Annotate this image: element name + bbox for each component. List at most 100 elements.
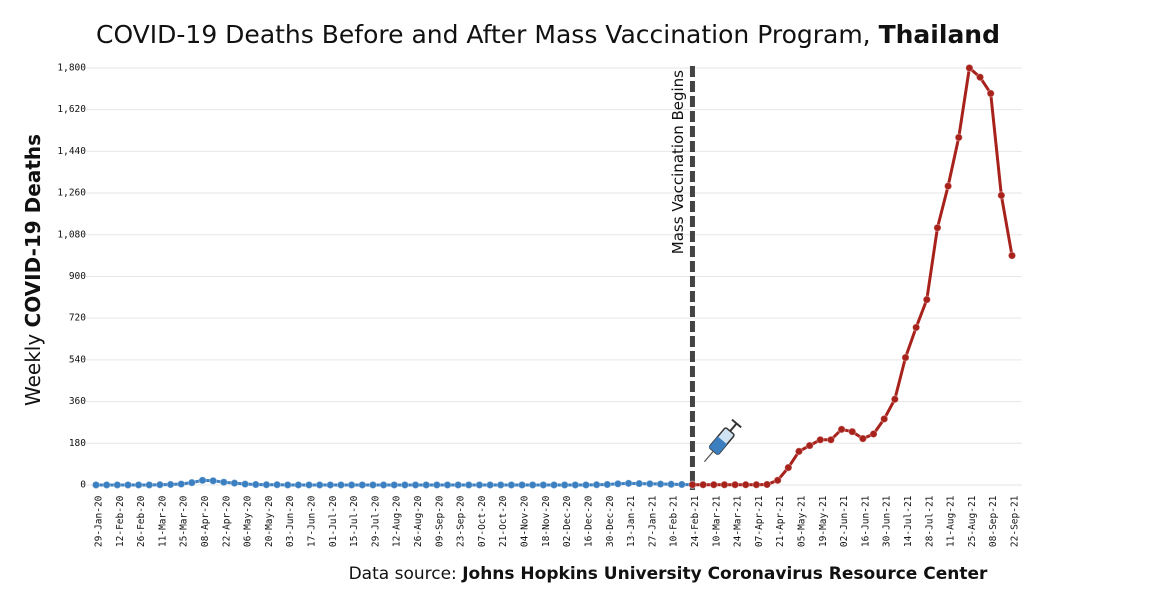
- x-tick-label: 07-Apr-21: [754, 495, 765, 547]
- x-tick-label: 22-Apr-20: [221, 495, 232, 547]
- data-point: [667, 480, 676, 489]
- x-tick-label: 27-Jan-21: [647, 495, 658, 547]
- y-tick-label: 540: [69, 354, 86, 365]
- data-point: [837, 425, 846, 434]
- data-point: [134, 480, 143, 490]
- annotation: Mass Vaccination Begins: [669, 70, 687, 254]
- data-point: [539, 480, 548, 490]
- data-point: [699, 480, 708, 489]
- data-point: [507, 480, 516, 490]
- data-point: [187, 478, 196, 487]
- data-point: [912, 323, 921, 332]
- y-axis-label: Weekly COVID-19 Deaths: [21, 134, 45, 406]
- x-tick-label: 28-Jul-21: [924, 495, 935, 547]
- data-point: [954, 133, 963, 142]
- data-point: [826, 435, 836, 444]
- data-point: [762, 480, 772, 489]
- x-tick-label: 07-Oct-20: [477, 495, 488, 547]
- x-tick-label: 30-Jun-21: [882, 495, 893, 547]
- x-tick-label: 06-May-20: [243, 495, 254, 547]
- data-point: [336, 480, 346, 490]
- data-point: [528, 480, 537, 490]
- data-point: [581, 480, 591, 490]
- y-label-part: Weekly: [21, 327, 45, 406]
- data-point: [422, 480, 431, 490]
- y-tick-label: 720: [69, 313, 86, 324]
- data-point: [560, 480, 569, 490]
- x-tick-label: 30-Dec-20: [605, 495, 616, 547]
- data-point: [784, 463, 793, 472]
- x-tick-label: 24-Mar-21: [733, 495, 744, 547]
- x-tick-label: 02-Jun-21: [839, 495, 850, 547]
- data-point: [411, 480, 420, 490]
- data-point: [613, 479, 623, 488]
- data-point: [304, 480, 314, 490]
- source-part: Johns Hopkins University Coronavirus Res…: [461, 564, 988, 584]
- y-tick-label: 180: [69, 438, 86, 449]
- data-point: [294, 480, 303, 490]
- data-point: [624, 479, 633, 488]
- data-point: [91, 480, 101, 490]
- data-point: [113, 480, 122, 490]
- data-point: [347, 480, 356, 490]
- data-point: [198, 476, 207, 485]
- data-point: [890, 395, 899, 404]
- y-tick-label: 1,080: [57, 229, 86, 240]
- data-point: [1007, 251, 1017, 260]
- x-tick-label: 25-Aug-21: [967, 495, 978, 547]
- data-point: [880, 414, 889, 424]
- x-tick-label: 17-Jun-20: [307, 495, 318, 547]
- data-point: [241, 479, 250, 489]
- data-point: [230, 479, 239, 488]
- x-tick-label: 29-Jul-20: [370, 495, 381, 547]
- data-point: [315, 480, 324, 490]
- y-tick-label: 1,800: [57, 62, 86, 73]
- data-point: [145, 480, 154, 490]
- data-point: [848, 427, 857, 436]
- data-point: [251, 480, 260, 489]
- data-point: [390, 480, 399, 490]
- x-tick-label: 15-Jul-20: [349, 495, 360, 547]
- data-point: [720, 480, 729, 489]
- data-point: [709, 480, 718, 489]
- x-tick-label: 01-Jul-20: [328, 495, 339, 547]
- y-tick-label: 0: [80, 479, 86, 490]
- x-tick-label: 16-Jun-21: [860, 495, 871, 547]
- x-tick-label: 08-Apr-20: [200, 495, 211, 547]
- data-point: [933, 223, 942, 232]
- data-point: [922, 295, 931, 304]
- data-point: [102, 480, 111, 490]
- data-point: [432, 480, 441, 490]
- data-point: [592, 480, 601, 489]
- data-point: [379, 480, 388, 490]
- data-point: [549, 480, 559, 490]
- x-tick-label: 21-Oct-20: [498, 495, 509, 547]
- x-tick-label: 24-Feb-21: [690, 495, 701, 547]
- y-tick-label: 1,260: [57, 188, 86, 199]
- data-point: [262, 480, 271, 489]
- data-point: [272, 480, 282, 489]
- syringe-icon: [703, 418, 742, 463]
- data-point: [123, 480, 133, 490]
- data-point: [752, 480, 761, 489]
- x-tick-label: 21-Apr-21: [775, 495, 786, 547]
- x-tick-label: 08-Sep-21: [988, 495, 999, 547]
- x-tick-label: 12-Aug-20: [392, 495, 403, 547]
- data-point: [326, 480, 335, 490]
- data-point: [975, 73, 985, 82]
- data-point: [869, 429, 878, 439]
- x-tick-label: 13-Jan-21: [626, 495, 637, 547]
- data-point: [400, 480, 409, 490]
- source-note: Data source: Johns Hopkins University Co…: [349, 564, 988, 584]
- data-point: [485, 480, 495, 490]
- x-tick-label: 10-Feb-21: [669, 495, 680, 547]
- data-point: [794, 447, 804, 456]
- data-point: [741, 480, 750, 489]
- title-part: Thailand: [879, 20, 1000, 49]
- x-tick-label: 22-Sep-21: [1010, 495, 1021, 547]
- data-point: [177, 479, 186, 489]
- x-tick-label: 25-Mar-20: [179, 495, 190, 547]
- x-tick-label: 04-Nov-20: [520, 495, 531, 547]
- data-point: [901, 353, 910, 362]
- x-tick-label: 05-May-21: [796, 495, 807, 547]
